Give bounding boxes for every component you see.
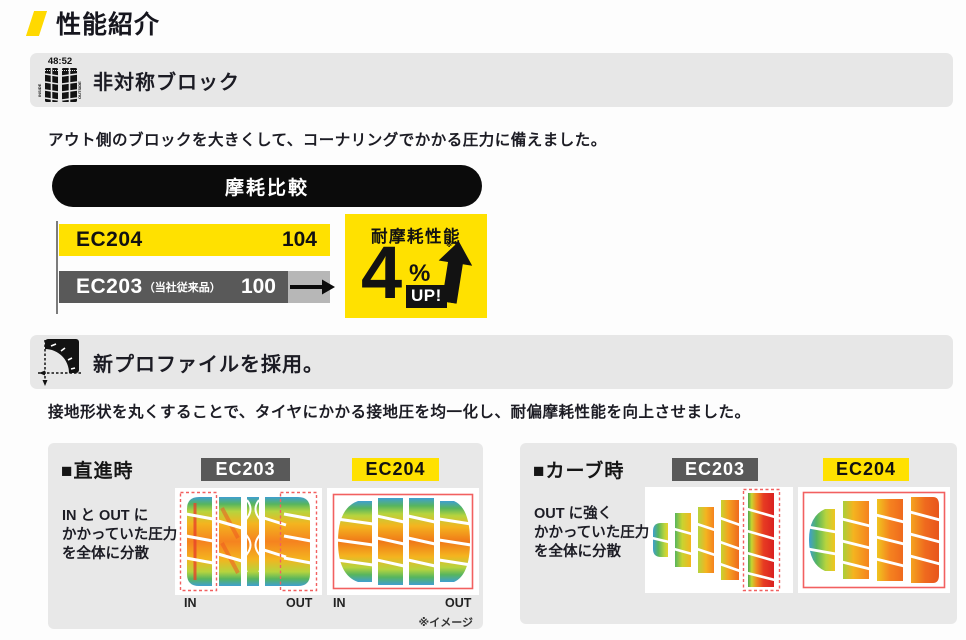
curve-caption: OUT に強く かかっていた圧力 を全体に分散: [534, 506, 650, 560]
badge-percent: %: [409, 260, 431, 287]
section-new-profile-header: 新プロファイルを採用。: [30, 335, 953, 389]
badge-footnote: ※1: [445, 239, 458, 249]
wear-comparison-title: 摩耗比較: [224, 177, 309, 199]
straight-panel-title: ■直進時: [61, 461, 134, 482]
svg-text:OUTSIDE: OUTSIDE: [77, 81, 82, 99]
tread-ratio-label: 48:52: [48, 56, 72, 67]
wear-performance-badge: 耐摩耗性能 4 % UP! ※1: [345, 214, 487, 318]
page-title: 性能紹介: [56, 11, 161, 39]
improvement-arrow-icon: [290, 279, 335, 295]
ec204-straight-pressure-image: [327, 488, 479, 595]
straight-ec203-out-label: OUT: [286, 596, 313, 610]
straight-ec203-tag: EC203: [201, 458, 290, 481]
straight-ec204-tag: EC204: [352, 458, 439, 481]
straight-driving-panel: ■直進時 EC203 EC204: [48, 443, 483, 629]
bar-ec203-label: EC203: [76, 275, 143, 298]
curve-ec203-tag: EC203: [672, 458, 758, 481]
straight-caption: IN と OUT に かかっていた圧力 を全体に分散: [62, 508, 178, 562]
up-arrow-icon: [438, 241, 473, 304]
asymmetric-block-description: アウト側のブロックを大きくして、コーナリングでかかる圧力に備えました。: [48, 132, 607, 149]
bar-ec204: EC204 104: [59, 224, 330, 256]
ec204-cornering-pressure-image: [798, 487, 950, 593]
cornering-panel: ■カーブ時 EC203 EC204: [520, 443, 957, 624]
curve-ec204-tag: EC204: [823, 458, 909, 481]
straight-ec203-in-label: IN: [184, 596, 197, 610]
title-slash-icon: [25, 10, 48, 36]
new-profile-description: 接地形状を丸くすることで、タイヤにかかる接地圧を均一化し、耐偏摩耗性能を向上させ…: [48, 404, 751, 421]
straight-ec204-in-label: IN: [333, 596, 346, 610]
ec203-straight-pressure-image: [175, 488, 322, 595]
page-header: 性能紹介: [25, 8, 161, 39]
curve-panel-title: ■カーブ時: [533, 461, 625, 482]
straight-ec204-out-label: OUT: [445, 596, 472, 610]
badge-value: 4: [361, 231, 402, 314]
image-disclaimer-note: ※イメージ: [418, 617, 473, 629]
section-heading-asymmetric-block: 非対称ブロック: [93, 71, 240, 94]
svg-text:INSIDE: INSIDE: [37, 83, 42, 97]
section-heading-new-profile: 新プロファイルを採用。: [93, 353, 324, 376]
bar-ec203-sublabel: （当社従来品）: [143, 282, 221, 294]
new-profile-icon: [35, 338, 85, 386]
chart-axis-line: [56, 221, 58, 314]
bar-ec203: EC203 （当社従来品） 100: [59, 271, 288, 303]
section-asymmetric-block-header: 48:52 INSIDE OUTSIDE 非対称ブロック: [30, 53, 953, 107]
badge-title: 耐摩耗性能: [371, 228, 461, 246]
asymmetric-block-icon: 48:52 INSIDE OUTSIDE: [35, 55, 85, 105]
ec203-cornering-pressure-image: [645, 487, 793, 593]
badge-up-label: UP!: [406, 285, 447, 308]
bar-ec203-value: 100: [240, 275, 276, 298]
bar-ec204-value: 104: [281, 228, 317, 251]
bar-ec204-label: EC204: [76, 228, 143, 251]
wear-comparison-pill: 摩耗比較: [52, 165, 482, 207]
